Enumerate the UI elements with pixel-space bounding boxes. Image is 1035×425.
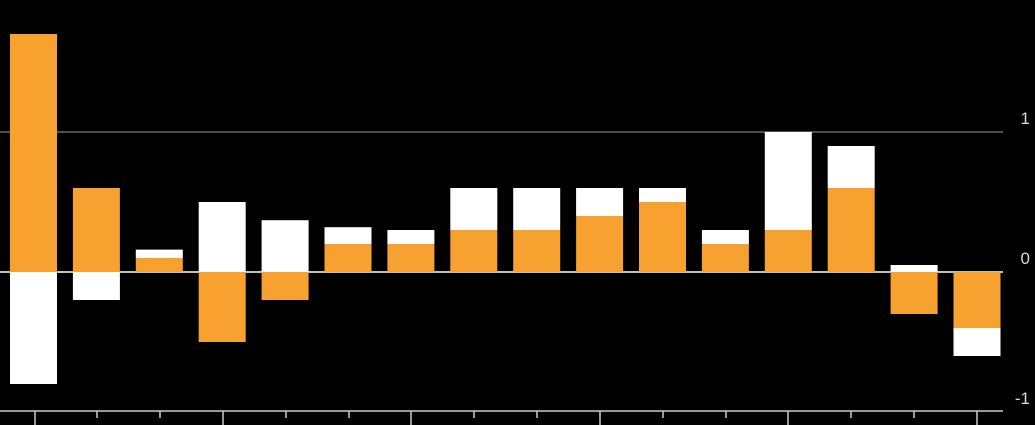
x-axis	[0, 410, 1003, 425]
bar-3-series-1	[135, 258, 183, 272]
bar-11-series-1	[639, 202, 686, 272]
bar-12-series-2	[701, 230, 749, 244]
bar-4-series-2	[198, 202, 246, 272]
bar-4-series-1	[198, 272, 246, 342]
bar-13-series-2	[764, 132, 812, 230]
bar-14-series-2	[827, 146, 875, 188]
bar-1-series-1	[10, 34, 57, 272]
bar-15-series-2	[890, 265, 938, 272]
bar-9-series-1	[513, 230, 561, 272]
bar-3-series-2	[135, 249, 183, 258]
bar-2-series-1	[72, 188, 120, 272]
bar-6-series-2	[324, 227, 372, 244]
bar-15-series-1	[890, 272, 938, 314]
bar-10-series-1	[576, 216, 624, 272]
bar-8-series-1	[450, 230, 498, 272]
bar-14-series-1	[827, 188, 875, 272]
bar-10-series-2	[576, 188, 624, 216]
bar-5-series-2	[261, 220, 309, 272]
y-tick-label-1: 1	[1021, 109, 1030, 128]
bar-16-series-1	[953, 272, 1001, 328]
bar-2-series-2	[72, 272, 120, 300]
bar-8-series-2	[450, 188, 498, 230]
bar-1-series-2	[10, 272, 57, 384]
bars	[10, 34, 1001, 384]
bar-7-series-2	[387, 230, 435, 244]
bar-6-series-1	[324, 244, 372, 272]
bar-7-series-1	[387, 244, 435, 272]
bar-12-series-1	[701, 244, 749, 272]
bar-13-series-1	[764, 230, 812, 272]
bar-11-series-2	[639, 188, 686, 202]
y-tick-label-2: 0	[1021, 249, 1030, 268]
bar-16-series-2	[953, 328, 1001, 356]
bar-5-series-1	[261, 272, 309, 300]
y-tick-label-3: -1	[1015, 389, 1030, 408]
y-tick-labels: 1 0 -1	[1015, 109, 1030, 408]
bar-9-series-2	[513, 188, 561, 230]
